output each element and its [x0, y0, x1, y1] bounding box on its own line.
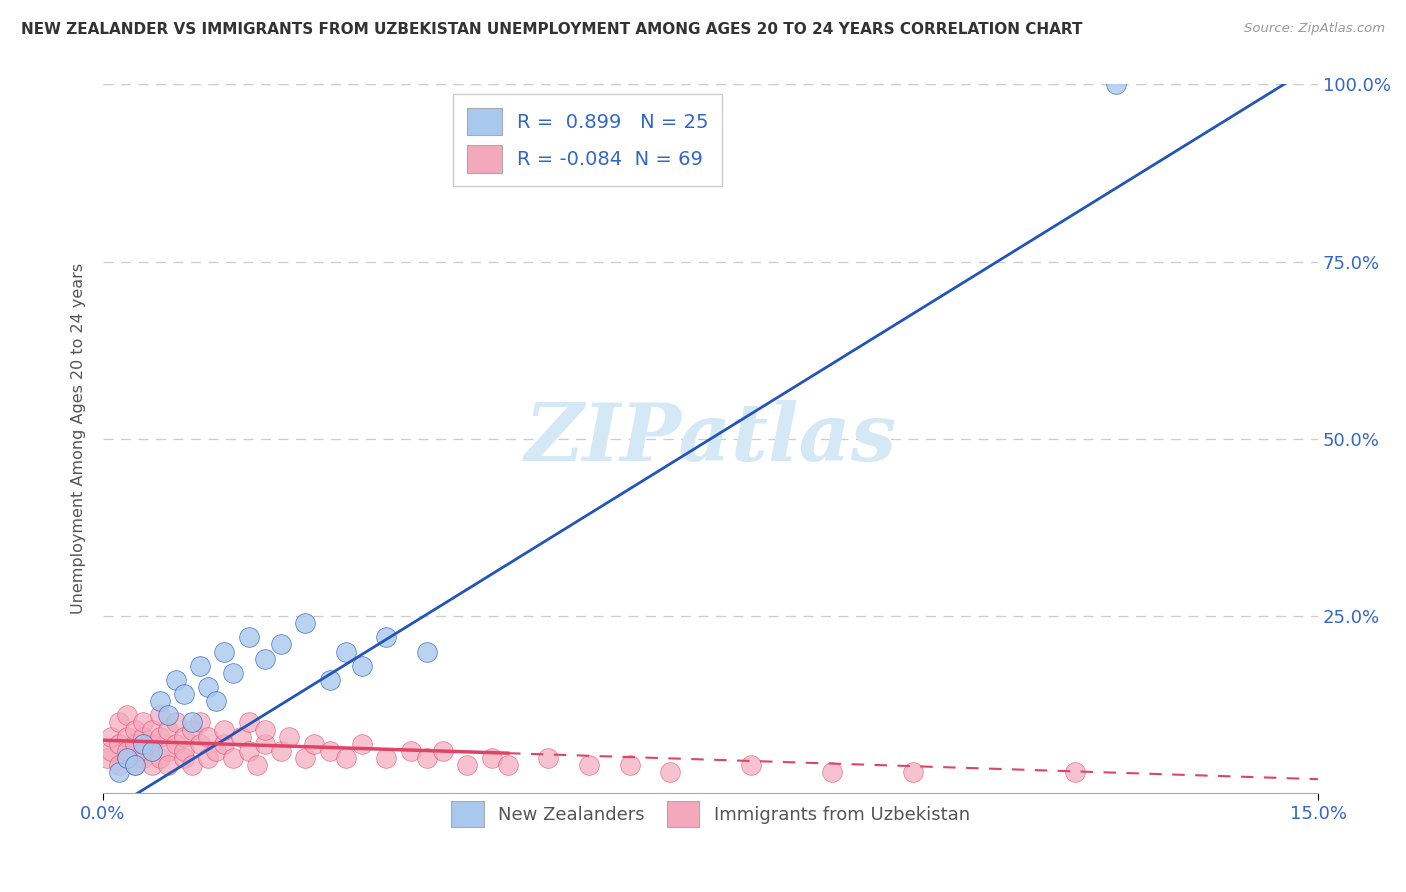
Point: [278, 730, 301, 744]
Point: [165, 673, 187, 687]
Point: [197, 730, 219, 744]
Point: [319, 744, 342, 758]
Point: [214, 737, 236, 751]
Point: [115, 730, 138, 744]
Point: [173, 744, 195, 758]
Point: [432, 744, 454, 758]
Point: [108, 765, 131, 780]
Point: [221, 751, 243, 765]
Point: [253, 723, 276, 737]
Point: [253, 651, 276, 665]
Point: [229, 730, 252, 744]
Point: [214, 644, 236, 658]
Point: [375, 631, 398, 645]
Point: [659, 765, 682, 780]
Point: [375, 751, 398, 765]
Point: [108, 737, 131, 751]
Point: [319, 673, 342, 687]
Point: [149, 694, 172, 708]
Point: [156, 758, 179, 772]
Point: [165, 737, 187, 751]
Point: [108, 715, 131, 730]
Point: [100, 730, 122, 744]
Point: [96, 751, 118, 765]
Point: [1064, 765, 1087, 780]
Point: [132, 751, 155, 765]
Point: [149, 751, 172, 765]
Point: [399, 744, 422, 758]
Point: [197, 680, 219, 694]
Point: [108, 758, 131, 772]
Point: [302, 737, 325, 751]
Point: [238, 744, 260, 758]
Point: [141, 723, 163, 737]
Point: [132, 744, 155, 758]
Point: [619, 758, 641, 772]
Point: [188, 737, 211, 751]
Point: [246, 758, 269, 772]
Point: [141, 744, 163, 758]
Point: [115, 751, 138, 765]
Point: [197, 751, 219, 765]
Text: ZIPatlas: ZIPatlas: [524, 401, 897, 477]
Point: [156, 723, 179, 737]
Point: [149, 708, 172, 723]
Point: [901, 765, 924, 780]
Y-axis label: Unemployment Among Ages 20 to 24 years: Unemployment Among Ages 20 to 24 years: [72, 263, 86, 615]
Point: [253, 737, 276, 751]
Point: [181, 758, 204, 772]
Point: [578, 758, 600, 772]
Point: [537, 751, 560, 765]
Point: [132, 730, 155, 744]
Point: [115, 708, 138, 723]
Point: [352, 658, 374, 673]
Point: [335, 751, 357, 765]
Point: [115, 744, 138, 758]
Point: [100, 744, 122, 758]
Point: [238, 715, 260, 730]
Point: [156, 708, 179, 723]
Point: [132, 715, 155, 730]
Point: [205, 744, 228, 758]
Point: [740, 758, 762, 772]
Point: [205, 694, 228, 708]
Point: [496, 758, 519, 772]
Point: [173, 730, 195, 744]
Point: [416, 644, 439, 658]
Point: [124, 758, 146, 772]
Point: [188, 658, 211, 673]
Legend: New Zealanders, Immigrants from Uzbekistan: New Zealanders, Immigrants from Uzbekist…: [444, 794, 977, 834]
Point: [181, 715, 204, 730]
Point: [238, 631, 260, 645]
Point: [181, 723, 204, 737]
Text: NEW ZEALANDER VS IMMIGRANTS FROM UZBEKISTAN UNEMPLOYMENT AMONG AGES 20 TO 24 YEA: NEW ZEALANDER VS IMMIGRANTS FROM UZBEKIS…: [21, 22, 1083, 37]
Point: [270, 638, 292, 652]
Point: [132, 737, 155, 751]
Point: [335, 644, 357, 658]
Point: [456, 758, 478, 772]
Point: [221, 665, 243, 680]
Point: [270, 744, 292, 758]
Point: [115, 751, 138, 765]
Point: [124, 737, 146, 751]
Point: [1104, 78, 1126, 92]
Point: [294, 751, 316, 765]
Point: [173, 751, 195, 765]
Point: [188, 715, 211, 730]
Point: [141, 758, 163, 772]
Point: [124, 723, 146, 737]
Point: [214, 723, 236, 737]
Point: [294, 616, 316, 631]
Point: [352, 737, 374, 751]
Point: [481, 751, 503, 765]
Point: [156, 744, 179, 758]
Point: [124, 758, 146, 772]
Point: [165, 715, 187, 730]
Text: Source: ZipAtlas.com: Source: ZipAtlas.com: [1244, 22, 1385, 36]
Point: [149, 730, 172, 744]
Point: [821, 765, 844, 780]
Point: [173, 687, 195, 701]
Point: [141, 737, 163, 751]
Point: [416, 751, 439, 765]
